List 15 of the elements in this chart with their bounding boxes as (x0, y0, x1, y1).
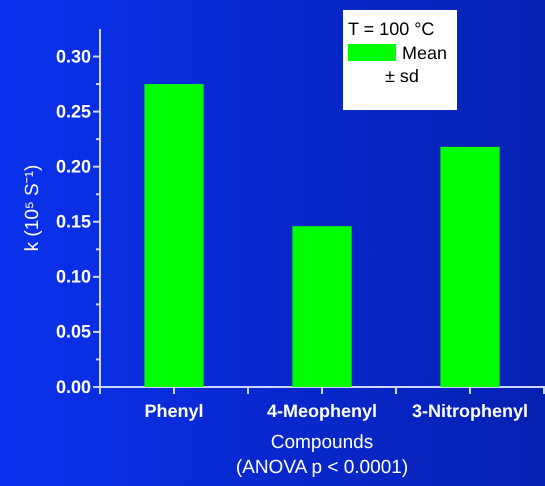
annotation: ± sd (385, 66, 419, 86)
x-tick-label: Phenyl (144, 400, 204, 421)
y-axis-title: k (10⁵ S⁻¹) (22, 164, 43, 252)
x-tick-label: 4-Meophenyl (266, 400, 378, 421)
x-axis-title: Compounds (ANOVA p < 0.0001) (236, 432, 408, 478)
y-tick-label: 0.00 (56, 376, 91, 397)
x-tick-label: 3-Nitrophenyl (412, 400, 528, 421)
y-tick-label: 0.05 (56, 322, 91, 342)
y-tick-label: 0.20 (56, 156, 91, 176)
y-tick-label: 0.15 (56, 212, 91, 232)
y-tick-label: 0.25 (56, 101, 91, 122)
legend-label: Mean (402, 43, 448, 63)
legend-title: T = 100 °C (348, 19, 434, 39)
y-tick-label: 0.30 (56, 46, 91, 66)
y-tick-label: 0.10 (56, 266, 91, 287)
